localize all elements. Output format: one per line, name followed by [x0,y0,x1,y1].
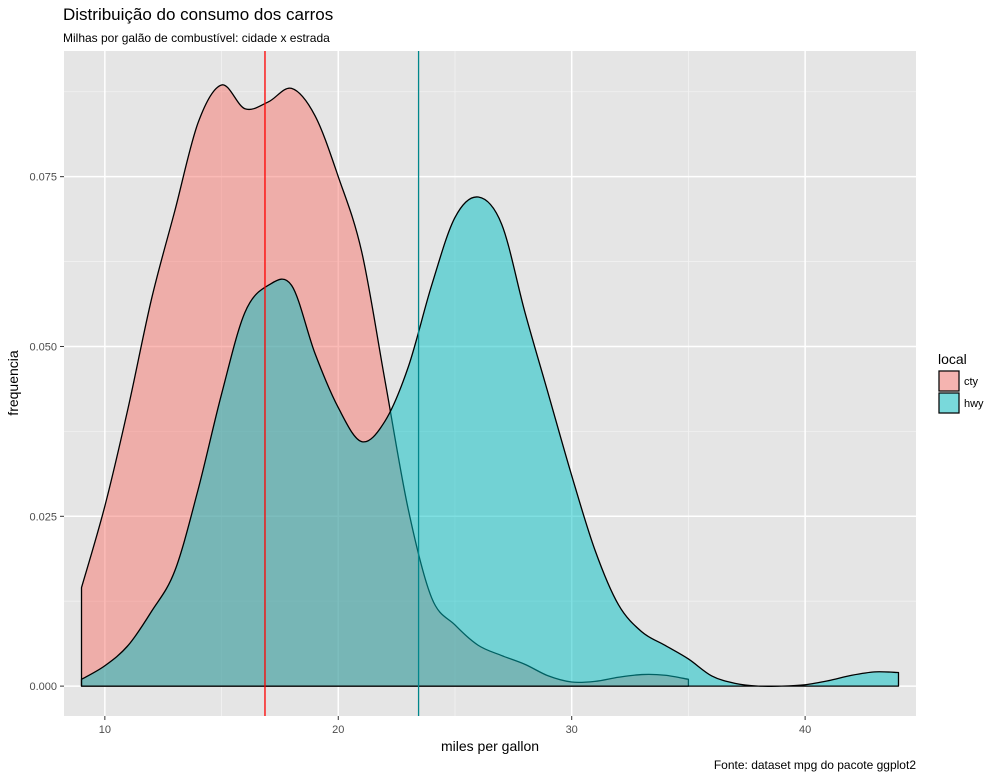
density-hwy [80,196,900,688]
legend-label-cty: cty [964,376,979,388]
density-areas [80,84,900,688]
x-axis-label: miles per gallon [441,738,539,754]
x-tick-label: 10 [99,724,111,736]
legend-keys: cty hwy [938,370,984,414]
chart-title: Distribuição do consumo dos carros [63,5,333,24]
legend: local cty hwy [938,351,984,414]
legend-key-hwy [938,392,960,414]
x-tick-label: 30 [566,724,578,736]
y-axis-ticks: 0.000 0.025 0.050 0.075 [29,172,64,693]
mean-lines [264,51,420,716]
y-axis-label: frequencia [5,350,21,416]
x-axis-ticks: 10 20 30 40 [99,716,811,736]
chart-subtitle: Milhas por galão de combustível: cidade … [63,31,330,45]
x-tick-label: 40 [799,724,811,736]
legend-label-hwy: hwy [964,398,984,410]
legend-title: local [938,351,967,367]
chart-caption: Fonte: dataset mpg do pacote ggplot2 [714,758,916,772]
x-tick-label: 20 [332,724,344,736]
y-tick-label: 0.075 [29,172,57,184]
y-tick-label: 0.025 [29,511,57,523]
y-tick-label: 0.000 [29,681,57,693]
y-tick-label: 0.050 [29,341,57,353]
legend-key-cty [938,370,960,392]
